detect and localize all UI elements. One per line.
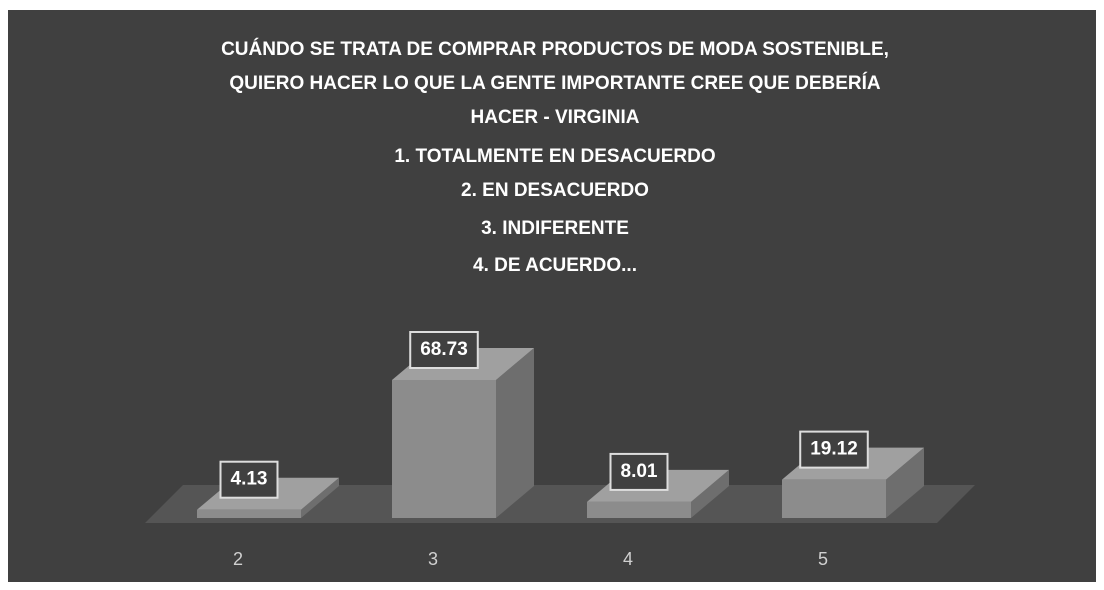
x-tick-label: 2 [233,549,243,569]
data-label: 4.13 [231,469,268,490]
bar-side [496,348,534,518]
x-tick-label: 3 [428,549,438,569]
chart-title: 1. TOTALMENTE EN DESACUERDO [394,146,715,167]
bar-side [886,447,924,518]
bar [197,509,301,518]
data-label: 19.12 [810,439,858,460]
bar [782,479,886,518]
chart-title: CUÁNDO SE TRATA DE COMPRAR PRODUCTOS DE … [221,38,889,60]
chart-title: 4. DE ACUERDO... [473,255,637,276]
data-label-box [219,460,279,499]
bar-side [691,469,729,518]
chart-title: QUIERO HACER LO QUE LA GENTE IMPORTANTE … [229,72,881,94]
bar-side [301,477,339,518]
x-tick-label: 4 [623,549,633,569]
chart-title: 3. INDIFERENTE [481,218,629,239]
x-tick-label: 5 [818,549,828,569]
data-label-box [409,331,479,369]
data-label-box [799,430,869,469]
chart-title: 2. EN DESACUERDO [461,180,649,201]
data-label: 68.73 [420,339,468,360]
chart-title: HACER - VIRGINIA [471,107,640,128]
bar [392,380,496,518]
data-label-box [609,452,669,491]
data-label: 8.01 [621,461,658,482]
floor [145,485,975,523]
bar [587,501,691,518]
